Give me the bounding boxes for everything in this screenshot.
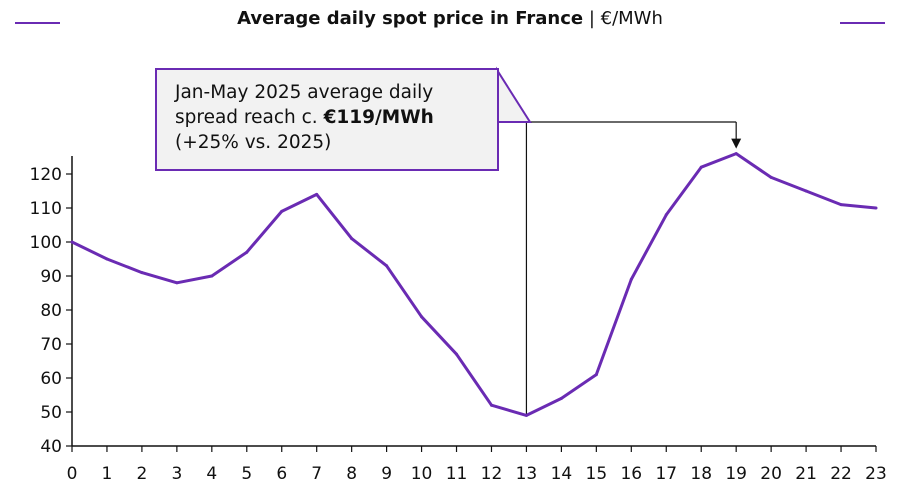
y-tick-label: 100 (30, 233, 62, 253)
connector-arrow-icon (731, 138, 742, 149)
x-tick-label: 4 (206, 464, 217, 484)
data-point (175, 281, 179, 285)
x-tick-label: 6 (276, 464, 287, 484)
data-point (664, 213, 668, 217)
y-tick-label: 120 (30, 165, 62, 185)
y-tick-label: 70 (40, 335, 62, 355)
x-tick-label: 0 (67, 464, 78, 484)
data-point (280, 209, 284, 213)
data-point (455, 352, 459, 356)
data-point (315, 192, 319, 196)
x-tick-label: 12 (481, 464, 503, 484)
x-tick-label: 2 (136, 464, 147, 484)
series-line (71, 152, 877, 417)
axes (66, 156, 877, 452)
data-point (70, 240, 74, 244)
y-tick-label: 80 (40, 301, 62, 321)
x-tick-label: 8 (346, 464, 357, 484)
y-tick-label: 60 (40, 369, 62, 389)
y-tick-label: 50 (40, 403, 62, 423)
x-tick-label: 13 (516, 464, 538, 484)
x-tick-label: 3 (171, 464, 182, 484)
data-point (524, 413, 528, 417)
data-point (559, 396, 563, 400)
data-point (839, 203, 843, 207)
x-tick-label: 23 (865, 464, 887, 484)
data-point (734, 152, 738, 156)
x-tick-label: 11 (446, 464, 468, 484)
chart-title: Average daily spot price in France | €/M… (0, 8, 900, 29)
y-tick-label: 90 (40, 267, 62, 287)
data-point (804, 189, 808, 193)
annotation-line-1: Jan-May 2025 average daily (175, 82, 434, 103)
x-tick-label: 19 (725, 464, 747, 484)
x-tick-label: 16 (620, 464, 642, 484)
annotation-line-3: (+25% vs. 2025) (175, 132, 332, 153)
annotation-connector (496, 66, 742, 416)
data-point (874, 206, 878, 210)
data-point (489, 403, 493, 407)
x-tick-label: 21 (795, 464, 817, 484)
annotation-pointer (496, 66, 532, 123)
data-point (769, 175, 773, 179)
title-rule-right (840, 22, 885, 24)
y-tick-label: 40 (40, 437, 62, 457)
annotation-highlight-value: €119/MWh (323, 107, 434, 128)
data-point (140, 271, 144, 275)
x-tick-label: 1 (102, 464, 113, 484)
x-tick-label: 20 (760, 464, 782, 484)
x-tick-label: 7 (311, 464, 322, 484)
data-point (385, 264, 389, 268)
annotation-line-2-prefix: spread reach c. (175, 107, 324, 128)
x-tick-label: 22 (830, 464, 852, 484)
data-point (350, 237, 354, 241)
data-point (629, 277, 633, 281)
chart-title-separator: | (583, 8, 601, 29)
title-rule-left (15, 22, 60, 24)
data-point (594, 373, 598, 377)
x-tick-label: 18 (690, 464, 712, 484)
data-point (245, 250, 249, 254)
data-point (420, 315, 424, 319)
chart-title-main: Average daily spot price in France (237, 8, 584, 29)
data-point (105, 257, 109, 261)
chart-title-unit: €/MWh (600, 8, 663, 29)
series (70, 152, 878, 417)
annotation-line-2: spread reach c. €119/MWh (175, 105, 485, 130)
data-point (210, 274, 214, 278)
x-tick-label: 15 (586, 464, 608, 484)
x-tick-label: 17 (655, 464, 677, 484)
x-tick-label: 14 (551, 464, 573, 484)
data-point (699, 165, 703, 169)
x-tick-label: 10 (411, 464, 433, 484)
y-tick-label: 110 (30, 199, 62, 219)
x-tick-label: 5 (241, 464, 252, 484)
x-tick-label: 9 (381, 464, 392, 484)
annotation-box: Jan-May 2025 average daily spread reach … (155, 68, 499, 171)
